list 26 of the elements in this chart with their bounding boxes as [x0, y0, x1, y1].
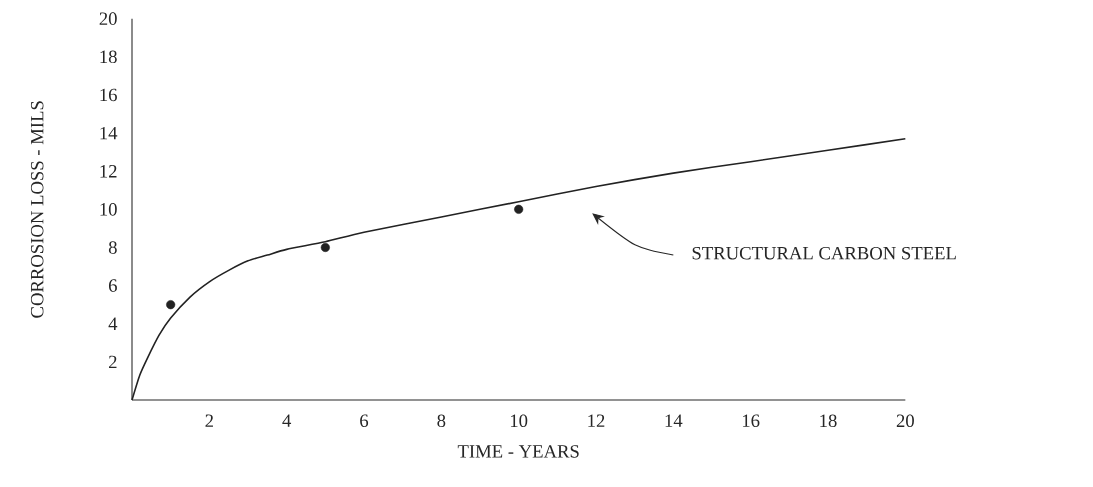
point [166, 300, 176, 310]
y-tick-label: 4 [108, 317, 118, 330]
y-tick-label: 10 [100, 203, 117, 216]
y-tick-label: 14 [100, 126, 118, 140]
x-axis-title: TIME - YEARS [457, 445, 579, 458]
y-tick-label: 6 [108, 279, 117, 292]
x-tick-label: 2 [205, 414, 213, 427]
y-tick-label: 8 [108, 241, 117, 254]
x-tick-label: 18 [820, 414, 837, 428]
x-tick-label: 4 [282, 414, 292, 427]
x-tick-label: 20 [896, 414, 914, 428]
point [514, 204, 524, 214]
y-tick-label: 16 [100, 88, 117, 102]
x-tick-label: 6 [360, 414, 369, 428]
x-tick-label: 8 [437, 414, 446, 428]
y-axis-title: CORROSION LOSS - MILS [30, 101, 44, 318]
y-tick-label: 12 [100, 165, 117, 178]
annotation: STRUCTURAL CARBON STEEL [692, 246, 956, 260]
x-tick-label: 10 [510, 414, 528, 428]
x-tick-label: 14 [665, 414, 683, 427]
x-tick-label: 16 [742, 414, 760, 428]
y-tick-label: 2 [109, 355, 117, 369]
x-tick-label: 12 [588, 414, 605, 427]
point [320, 242, 330, 252]
y-tick-label: 18 [100, 50, 117, 64]
y-tick-label: 20 [99, 12, 117, 25]
